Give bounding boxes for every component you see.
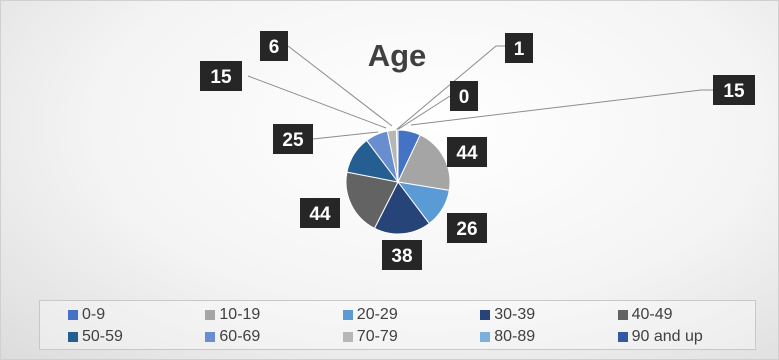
legend-swatch xyxy=(617,310,628,320)
legend-item-70-79: 70-79 xyxy=(342,326,480,348)
legend-swatch xyxy=(68,332,78,342)
pie-slice-10-19 xyxy=(397,134,451,191)
legend-swatch xyxy=(480,310,491,320)
data-label-90-and-up: 0 xyxy=(450,81,478,111)
data-label-value: 25 xyxy=(282,130,304,151)
leader-line-0-9 xyxy=(410,89,713,126)
leader-lines xyxy=(247,45,713,140)
legend-swatch xyxy=(68,310,78,320)
leader-line-50-59 xyxy=(312,131,379,140)
legend-label: 80-89 xyxy=(494,328,536,345)
pie-slice-40-49 xyxy=(345,171,399,230)
legend-label: 50-59 xyxy=(82,328,123,345)
legend-item-20-29: 20-29 xyxy=(342,304,480,326)
legend-label: 30-39 xyxy=(494,306,536,323)
data-label-box xyxy=(300,198,340,228)
legend-item-60-69: 60-69 xyxy=(205,326,342,348)
legend-swatch xyxy=(617,332,628,342)
legend-label: 10-19 xyxy=(219,306,261,323)
pie-slices xyxy=(345,129,451,235)
pie-slice-80-89 xyxy=(395,129,399,183)
legend: 0-9 10-19 20-29 30-39 40-49 50-59 60-69 70-79 80… xyxy=(39,300,756,350)
legend-label: 40-49 xyxy=(631,306,673,323)
data-label-value: 44 xyxy=(456,143,478,164)
leader-line-90-and-up xyxy=(396,95,451,131)
data-label-40-49: 44 xyxy=(300,198,340,228)
data-label-60-69: 15 xyxy=(200,61,242,91)
legend-swatch xyxy=(205,332,216,342)
data-label-value: 26 xyxy=(456,219,477,240)
legend-item-90-and-up: 90 and up xyxy=(617,326,755,348)
data-label-box xyxy=(450,81,478,111)
legend-item-0-9: 0-9 xyxy=(68,304,205,326)
data-label-value: 1 xyxy=(514,39,525,60)
data-label-50-59: 25 xyxy=(273,124,313,154)
legend-swatch xyxy=(342,332,353,342)
data-label-box xyxy=(200,61,242,91)
leader-line-70-79 xyxy=(287,45,393,127)
leader-line-60-69 xyxy=(247,75,387,129)
data-label-value: 15 xyxy=(210,67,232,88)
data-labels: 15 44 26 38 44 25 15 6 1 0 xyxy=(200,31,755,270)
data-label-0-9: 15 xyxy=(713,75,755,105)
leader-line-80-89 xyxy=(395,45,505,131)
data-label-30-39: 38 xyxy=(382,240,422,270)
legend-swatch xyxy=(205,310,216,320)
data-label-box xyxy=(382,240,422,270)
data-label-value: 15 xyxy=(723,81,745,102)
data-label-20-29: 26 xyxy=(447,213,487,243)
data-label-70-79: 6 xyxy=(260,31,288,61)
data-label-value: 44 xyxy=(309,204,331,225)
legend-label: 90 and up xyxy=(631,328,703,345)
legend-label: 70-79 xyxy=(356,328,398,345)
legend-swatch xyxy=(480,332,491,342)
legend-item-50-59: 50-59 xyxy=(68,326,205,348)
legend-item-40-49: 40-49 xyxy=(617,304,755,326)
data-label-box xyxy=(260,31,288,61)
pie-slice-30-39 xyxy=(373,181,431,235)
legend-label: 20-29 xyxy=(356,306,398,323)
data-label-box xyxy=(447,137,487,167)
data-label-value: 0 xyxy=(459,87,470,108)
legend-item-80-89: 80-89 xyxy=(480,326,617,348)
data-label-80-89: 1 xyxy=(505,33,533,63)
data-label-value: 38 xyxy=(391,246,412,267)
data-label-box xyxy=(273,124,313,154)
data-label-value: 6 xyxy=(269,37,280,58)
data-label-10-19: 44 xyxy=(447,137,487,167)
chart-title: Age xyxy=(368,38,427,73)
legend-label: 60-69 xyxy=(219,328,261,345)
legend-item-30-39: 30-39 xyxy=(480,304,617,326)
legend-swatch xyxy=(342,310,353,320)
legend-item-10-19: 10-19 xyxy=(205,304,342,326)
data-label-box xyxy=(713,75,755,105)
legend-label: 0-9 xyxy=(82,306,106,323)
data-label-box xyxy=(505,33,533,63)
data-label-box xyxy=(447,213,487,243)
